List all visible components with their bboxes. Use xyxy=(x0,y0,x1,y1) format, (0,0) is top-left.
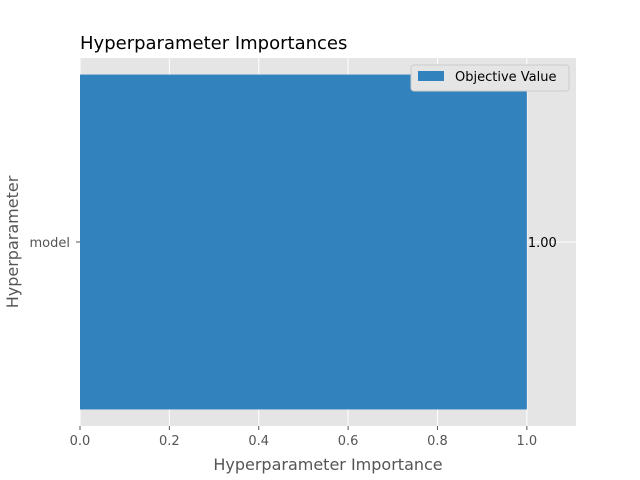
bars: 1.00 xyxy=(80,74,557,410)
x-tick-label: 0.8 xyxy=(427,434,448,449)
x-axis-label: Hyperparameter Importance xyxy=(213,455,442,474)
bar-model xyxy=(80,74,527,410)
legend-swatch xyxy=(418,71,444,81)
bar-value-label: 1.00 xyxy=(528,236,557,251)
y-tick-label: model xyxy=(30,236,70,251)
chart-title: Hyperparameter Importances xyxy=(80,33,347,54)
axis-ticks: 0.0 0.2 0.4 0.6 0.8 1.0 model xyxy=(30,236,538,449)
x-tick-label: 1.0 xyxy=(517,434,538,449)
legend: Objective Value xyxy=(410,64,570,92)
x-tick-label: 0.2 xyxy=(159,434,180,449)
x-tick-label: 0.4 xyxy=(248,434,269,449)
y-axis-label: Hyperparameter xyxy=(3,175,22,308)
x-tick-label: 0.6 xyxy=(338,434,359,449)
legend-box xyxy=(410,64,570,92)
x-tick-label: 0.0 xyxy=(70,434,91,449)
legend-label: Objective Value xyxy=(455,70,556,85)
